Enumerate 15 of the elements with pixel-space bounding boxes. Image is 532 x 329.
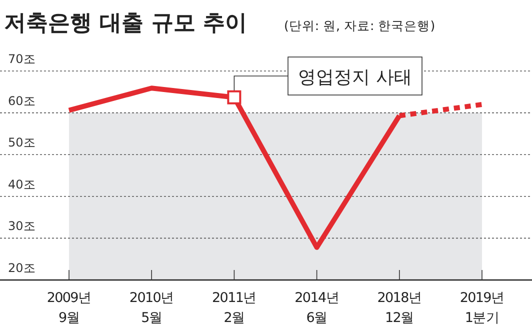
x-tick-label: 2009년 9월 <box>46 290 92 326</box>
x-tick-label: 2011년 2월 <box>212 290 256 326</box>
chart-subtitle: (단위: 원, 자료: 한국은행) <box>284 18 436 33</box>
y-tick-label: 30조 <box>8 219 36 234</box>
x-tick-label: 2010년 5월 <box>129 290 174 326</box>
x-tick-label: 2018년 12월 <box>377 290 422 326</box>
y-tick-label: 40조 <box>8 177 36 192</box>
y-tick-label: 60조 <box>8 94 36 108</box>
annotation: 영업정지 사태 <box>298 67 412 88</box>
x-tick-label: 2014년 6월 <box>294 290 339 326</box>
y-tick-label: 50조 <box>8 136 36 150</box>
y-tick-label: 20조 <box>8 261 36 275</box>
chart-title: 저축은행 대출 규모 추이 <box>4 11 247 36</box>
x-tick-label: 2019년 1분기 <box>460 290 504 326</box>
y-tick-label: 70조 <box>8 52 36 66</box>
